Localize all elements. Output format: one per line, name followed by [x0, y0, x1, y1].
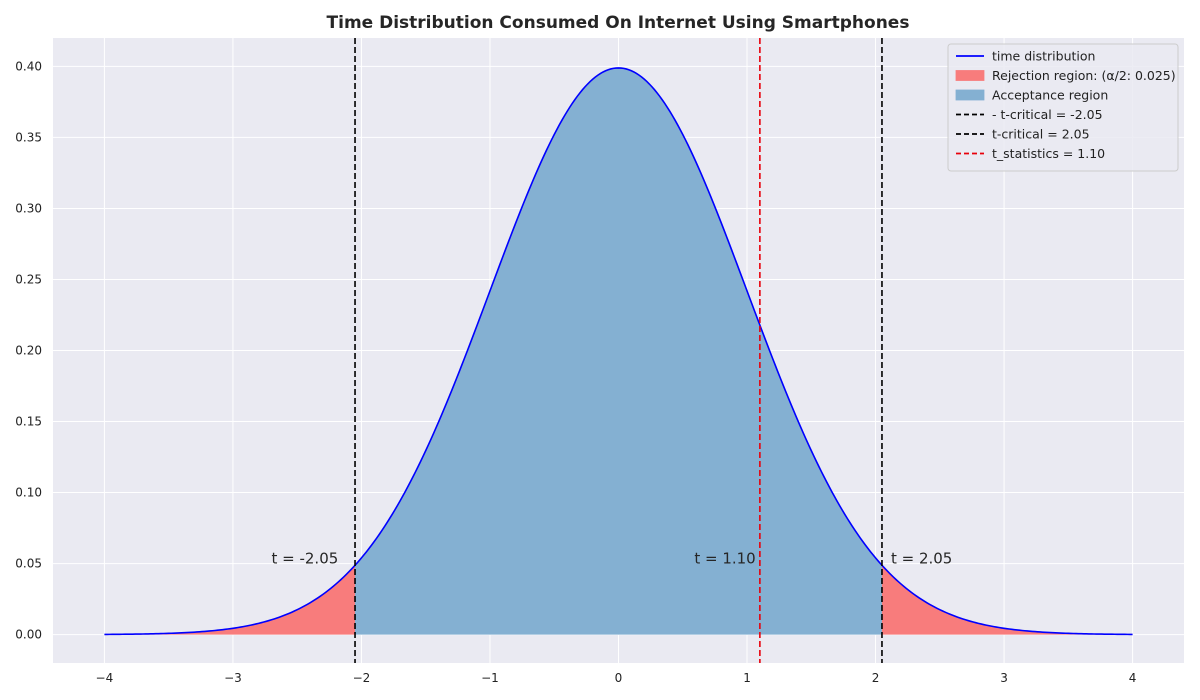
annotation-label: t = 1.10	[694, 550, 755, 568]
legend-label: - t-critical = -2.05	[992, 107, 1103, 122]
y-tick-label: 0.15	[15, 415, 42, 429]
annotation-label: t = -2.05	[271, 550, 338, 568]
x-tick-label: 3	[1000, 671, 1008, 685]
x-tick-label: −3	[224, 671, 242, 685]
x-tick-label: −4	[96, 671, 114, 685]
legend: time distribution Rejection region: (α/2:…	[947, 43, 1179, 172]
annotation-label: t = 2.05	[891, 550, 952, 568]
vertical-lines	[354, 38, 883, 663]
acceptance-region	[355, 67, 882, 635]
legend-label: time distribution	[992, 49, 1095, 64]
y-tick-label: 0.00	[15, 628, 42, 642]
legend-swatch-patch	[955, 89, 985, 101]
y-tick-label: 0.40	[15, 59, 42, 73]
y-tick-label: 0.05	[15, 557, 42, 571]
x-tick-label: 4	[1129, 671, 1137, 685]
y-tick-label: 0.25	[15, 272, 42, 286]
rejection-region-right	[881, 565, 1133, 635]
y-tick-label: 0.35	[15, 130, 42, 144]
legend-label: t_statistics = 1.10	[992, 146, 1105, 161]
annotations: t = -2.05 t = 1.10 t = 2.05	[271, 550, 952, 568]
legend-label: t-critical = 2.05	[992, 127, 1090, 142]
legend-label: Rejection region: (α/2: 0.025)	[992, 68, 1176, 83]
y-tick-label: 0.20	[15, 344, 42, 358]
x-axis-ticks: −4 −3 −2 −1 0 1 2 3 4	[96, 671, 1137, 685]
legend-label: Acceptance region	[992, 88, 1108, 103]
y-tick-label: 0.10	[15, 486, 42, 500]
regions	[104, 67, 1133, 635]
rejection-region-left	[104, 565, 356, 635]
y-tick-label: 0.30	[15, 201, 42, 215]
distribution-curve	[104, 67, 1133, 636]
x-tick-label: 1	[743, 671, 751, 685]
x-tick-label: −2	[353, 671, 371, 685]
x-tick-label: 2	[872, 671, 880, 685]
chart-title: Time Distribution Consumed On Internet U…	[327, 13, 910, 33]
y-axis-ticks: 0.00 0.05 0.10 0.15 0.20 0.25 0.30 0.35 0.40	[15, 59, 42, 641]
legend-swatch-patch	[955, 70, 985, 81]
curve-layer	[104, 67, 1133, 636]
x-tick-label: 0	[615, 671, 623, 685]
legend-box	[947, 43, 1179, 172]
x-tick-label: −1	[481, 671, 499, 685]
